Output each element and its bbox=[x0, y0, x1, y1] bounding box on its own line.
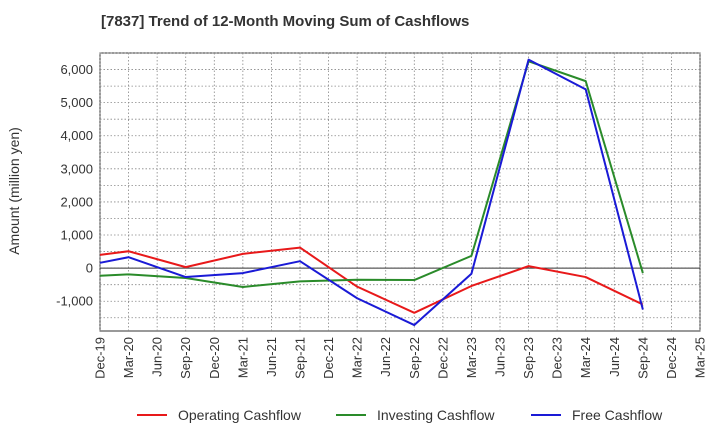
y-tick-label: 0 bbox=[86, 261, 93, 276]
legend-label: Free Cashflow bbox=[572, 407, 663, 423]
series-layer bbox=[99, 58, 644, 327]
x-tick-label: Sep-22 bbox=[407, 337, 422, 379]
x-tick-label: Sep-21 bbox=[293, 337, 308, 379]
y-tick-label: 4,000 bbox=[60, 128, 93, 143]
x-tick-label: Sep-23 bbox=[521, 337, 536, 379]
chart-title: [7837] Trend of 12-Month Moving Sum of C… bbox=[101, 13, 470, 30]
x-tick-label: Jun-24 bbox=[607, 337, 622, 377]
x-tick-label: Mar-22 bbox=[350, 337, 365, 378]
y-tick-label: -1,000 bbox=[56, 294, 93, 309]
axis-layer: -1,000 0 1,000 2,000 3,000 4,000 5,000 6,000 Dec… bbox=[56, 62, 707, 379]
legend-item-2: Free Cashflow bbox=[531, 407, 663, 423]
x-tick-label: Jun-20 bbox=[150, 337, 165, 377]
y-tick-label: 1,000 bbox=[60, 228, 93, 243]
x-tick-label: Sep-20 bbox=[178, 337, 193, 379]
x-tick-label: Dec-22 bbox=[435, 337, 450, 379]
x-tick-label: Dec-23 bbox=[550, 337, 565, 379]
x-tick-label: Dec-21 bbox=[321, 337, 336, 379]
x-tick-label: Jun-22 bbox=[378, 337, 393, 377]
x-tick-label: Jun-23 bbox=[493, 337, 508, 377]
x-tick-label: Mar-24 bbox=[578, 337, 593, 378]
legend-label: Investing Cashflow bbox=[377, 407, 495, 423]
y-tick-label: 2,000 bbox=[60, 194, 93, 209]
x-tick-label: Mar-25 bbox=[693, 337, 708, 378]
legend: Operating Cashflow Investing Cashflow Free… bbox=[137, 407, 663, 423]
legend-label: Operating Cashflow bbox=[178, 407, 302, 423]
legend-item-1: Investing Cashflow bbox=[336, 407, 495, 423]
x-tick-label: Mar-23 bbox=[464, 337, 479, 378]
x-tick-label: Dec-24 bbox=[664, 337, 679, 379]
y-tick-label: 5,000 bbox=[60, 95, 93, 110]
x-tick-label: Jun-21 bbox=[264, 337, 279, 377]
legend-item-0: Operating Cashflow bbox=[137, 407, 302, 423]
y-axis-title: Amount (million yen) bbox=[6, 127, 22, 255]
x-tick-label: Dec-19 bbox=[93, 337, 108, 379]
x-tick-label: Dec-20 bbox=[207, 337, 222, 379]
y-tick-label: 6,000 bbox=[60, 62, 93, 77]
y-tick-label: 3,000 bbox=[60, 161, 93, 176]
x-tick-label: Mar-20 bbox=[121, 337, 136, 378]
x-tick-label: Mar-21 bbox=[235, 337, 250, 378]
x-tick-label: Sep-24 bbox=[635, 337, 650, 379]
